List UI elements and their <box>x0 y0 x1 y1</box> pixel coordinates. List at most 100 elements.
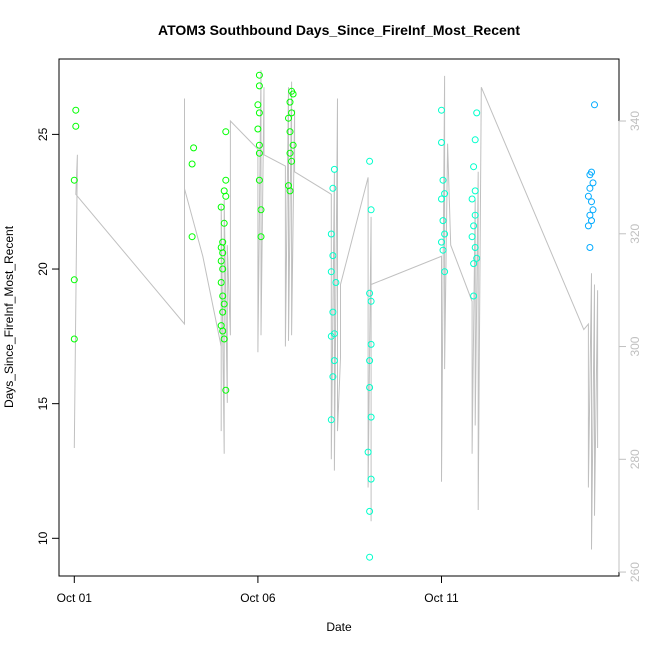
data-point <box>255 82 263 90</box>
y2-tick-label: 320 <box>628 223 642 243</box>
data-point <box>367 297 375 305</box>
y2-tick-label: 260 <box>628 562 642 582</box>
data-point <box>470 163 478 171</box>
data-point <box>222 192 230 200</box>
y-tick-label: 25 <box>36 127 50 141</box>
data-point <box>70 176 78 184</box>
data-point <box>438 106 445 114</box>
right-axis: 260 280 300 320 340 <box>618 111 642 582</box>
data-point <box>366 157 374 165</box>
data-point <box>286 128 294 136</box>
data-point <box>220 300 228 308</box>
data-point <box>327 416 335 424</box>
data-point <box>330 357 338 365</box>
data-point <box>367 206 375 214</box>
data-point <box>473 109 481 117</box>
data-point <box>289 90 297 98</box>
data-point <box>468 233 476 241</box>
data-point <box>255 109 263 117</box>
y-tick-label: 20 <box>36 262 50 276</box>
data-point <box>255 149 263 157</box>
data-point <box>219 292 227 300</box>
data-point <box>366 507 374 515</box>
data-point <box>367 475 375 483</box>
data-point <box>286 149 294 157</box>
y2-tick-label: 280 <box>628 449 642 469</box>
data-point <box>289 141 297 149</box>
data-point <box>286 187 294 195</box>
data-point <box>441 268 449 276</box>
data-point <box>257 206 265 214</box>
data-point <box>470 292 478 300</box>
x-axis: Oct 01 Oct 06 Oct 11 <box>57 575 459 605</box>
data-point <box>254 125 262 133</box>
point-layer <box>70 71 598 561</box>
data-point <box>441 190 449 198</box>
data-point <box>219 265 227 273</box>
data-point <box>222 176 230 184</box>
y-axis-label: Days_Since_FireInf_Most_Recent <box>2 225 16 408</box>
data-point <box>588 217 595 225</box>
data-point <box>70 335 78 343</box>
data-point <box>470 222 478 230</box>
data-point <box>220 335 228 343</box>
data-point <box>190 144 198 152</box>
data-point <box>589 179 597 187</box>
data-point <box>217 279 225 286</box>
data-point <box>468 195 476 203</box>
data-point <box>591 101 598 109</box>
data-point <box>584 222 592 230</box>
data-point <box>586 171 594 179</box>
data-point <box>584 192 592 200</box>
chart-title: ATOM3 Southbound Days_Since_FireInf_Most… <box>158 22 520 38</box>
data-point <box>364 448 372 456</box>
data-point <box>219 249 227 257</box>
x-tick-label: Oct 01 <box>57 591 93 605</box>
data-point <box>471 244 479 251</box>
data-point <box>329 308 337 316</box>
data-point <box>366 384 374 391</box>
data-point <box>332 279 340 286</box>
data-point <box>439 246 447 254</box>
data-point <box>255 71 263 79</box>
data-point <box>471 136 479 144</box>
data-point <box>327 230 335 238</box>
data-point <box>586 244 594 251</box>
data-point <box>217 203 225 211</box>
data-point <box>255 176 263 184</box>
data-point <box>366 553 374 561</box>
data-point <box>222 128 230 136</box>
data-point <box>329 373 337 381</box>
data-point <box>441 230 449 238</box>
data-point <box>366 289 374 297</box>
data-point <box>438 195 445 203</box>
data-point <box>438 238 445 246</box>
data-point <box>366 357 374 365</box>
data-point <box>188 233 196 241</box>
y-axis: 10 15 20 25 <box>36 127 60 545</box>
data-point <box>588 198 595 206</box>
data-point <box>367 340 375 348</box>
data-point <box>219 308 227 316</box>
data-point <box>438 139 445 146</box>
data-point <box>473 254 481 262</box>
data-point <box>327 332 335 340</box>
data-point <box>288 157 296 165</box>
data-point <box>188 160 196 168</box>
x-tick-label: Oct 06 <box>240 591 276 605</box>
data-point <box>72 122 80 130</box>
data-point <box>327 268 335 276</box>
y-tick-label: 15 <box>36 397 50 411</box>
data-point <box>471 187 479 195</box>
data-point <box>330 165 338 173</box>
x-axis-label: Date <box>326 620 352 634</box>
data-point <box>288 109 296 117</box>
data-point <box>217 257 225 265</box>
data-point <box>439 217 447 225</box>
data-point <box>470 260 478 268</box>
data-point <box>589 206 597 214</box>
data-point <box>257 233 265 241</box>
data-point <box>254 101 262 109</box>
